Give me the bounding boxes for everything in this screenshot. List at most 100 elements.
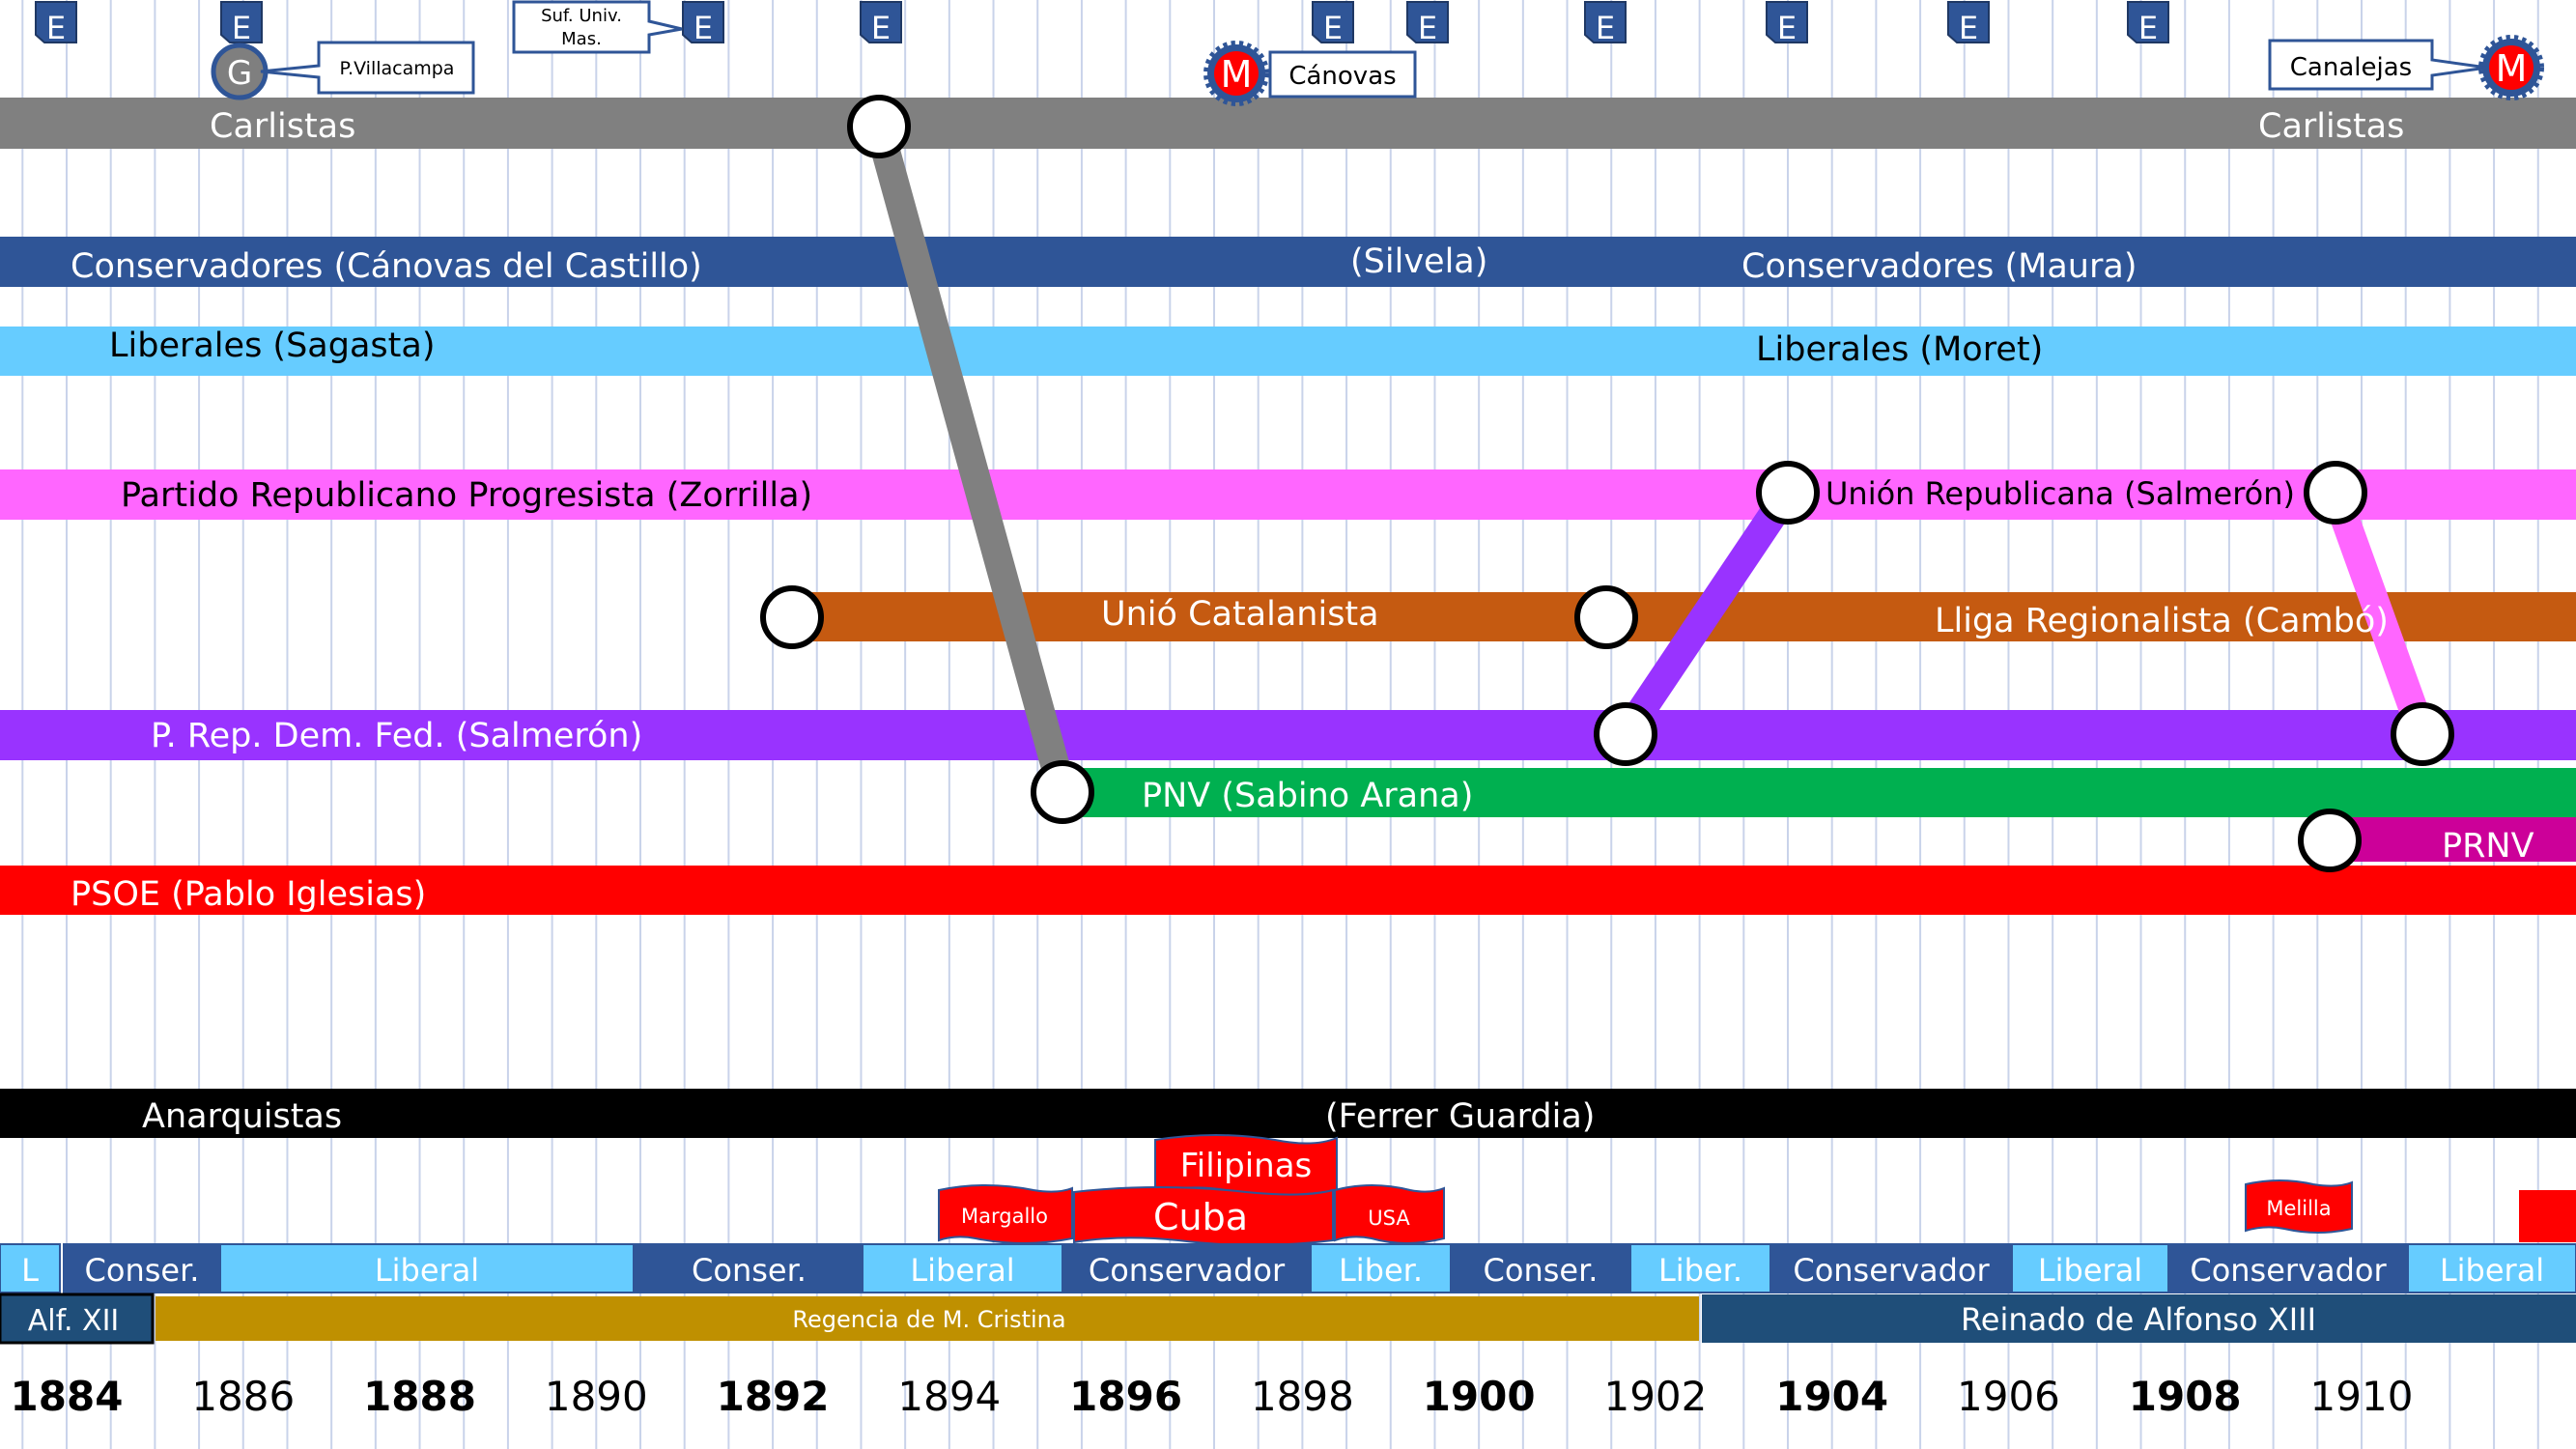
government-label: Conservador	[1089, 1252, 1286, 1289]
government-cell: Conservador	[2167, 1243, 2409, 1293]
prnv-bar	[2330, 817, 2576, 862]
election-icon: E	[35, 1, 77, 46]
villacampa-callout-box	[260, 41, 475, 95]
government-label: Liber.	[1658, 1252, 1742, 1289]
republicano-progresista-bar	[0, 469, 2576, 520]
psoe-bar	[0, 866, 2576, 915]
conflicts: Filipinas Margallo Cuba USA Melilla	[938, 1134, 2576, 1246]
government-label: Conservador	[1793, 1252, 1990, 1289]
m-marker-inner-2	[2489, 45, 2534, 90]
governments-row: L Conser. Liberal Conser. Liberal Conservador…	[0, 1243, 2576, 1293]
year-label: 1890	[545, 1373, 648, 1420]
unio-catalanista-label: Unió Catalanista	[1101, 595, 1379, 634]
carlistas-label-2: Carlistas	[2258, 107, 2404, 146]
election-icon: E	[1312, 1, 1354, 46]
government-label: Liber.	[1339, 1252, 1423, 1289]
silvela-label: (Silvela)	[1350, 242, 1487, 281]
government-label: Conservador	[2190, 1252, 2387, 1289]
margallo-flag	[938, 1184, 1073, 1244]
lliga-label: Lliga Regionalista (Cambó)	[1935, 602, 2389, 640]
usa-flag	[1334, 1184, 1445, 1244]
carlistas-bar	[0, 98, 2576, 149]
carlistas-node	[847, 95, 911, 158]
year-label: 1910	[2310, 1373, 2414, 1420]
psoe-label: PSOE (Pablo Iglesias)	[71, 875, 426, 914]
election-letter: E	[1959, 10, 1978, 46]
government-label: Conser.	[85, 1252, 200, 1289]
melilla-flag	[2245, 1179, 2353, 1234]
party-nodes	[760, 95, 2454, 872]
m-marker-letter-2: M	[2496, 47, 2528, 90]
pnv-label: PNV (Sabino Arana)	[1142, 777, 1473, 815]
election-icon: E	[2127, 1, 2169, 46]
election-letter: E	[694, 10, 713, 46]
government-label: Liberal	[2038, 1252, 2142, 1289]
year-label: 1906	[1957, 1373, 2060, 1420]
liberales-bar	[0, 327, 2576, 376]
year-label: 1900	[1423, 1373, 1536, 1420]
government-cell: Liber.	[1629, 1243, 1771, 1293]
alfonso-xiii-label: Reinado de Alfonso XIII	[1961, 1301, 2316, 1338]
election-letter: E	[46, 10, 66, 46]
union-republicana-node-2	[2304, 461, 2367, 525]
m-marker-letter: M	[1221, 53, 1253, 96]
suffrage-event: Suf. Univ. Mas.	[512, 0, 683, 54]
alfonso-xii-label: Alf. XII	[28, 1304, 120, 1338]
regencia-label: Regencia de M. Cristina	[792, 1306, 1065, 1333]
suffrage-callout-box	[512, 0, 683, 54]
rep-dem-fed-node-1	[1594, 702, 1657, 766]
government-cell: Conservador	[1062, 1243, 1312, 1293]
ferrer-guardia-label: (Ferrer Guardia)	[1325, 1097, 1595, 1136]
years-axis: 1884 1886 1888 1890 1892 1894 1896 1898 1900 1902…	[11, 1373, 2414, 1420]
election-icon: E	[860, 1, 902, 46]
year-label: 1896	[1069, 1373, 1182, 1420]
government-label: Liberal	[910, 1252, 1014, 1289]
year-label: 1884	[11, 1373, 124, 1420]
alfonso-xii-reign	[0, 1293, 155, 1345]
year-label: 1886	[191, 1373, 295, 1420]
election-icon: E	[1584, 1, 1627, 46]
government-label: Liberal	[375, 1252, 479, 1289]
government-label: Liberal	[2440, 1252, 2544, 1289]
party-connectors	[864, 123, 2437, 796]
election-letter: E	[1418, 10, 1437, 46]
alfonso-xiii-reign	[1702, 1294, 2576, 1343]
union-republicana-node-1	[1756, 461, 1820, 525]
election-letter: E	[1777, 10, 1797, 46]
regencia-reign	[156, 1296, 1699, 1341]
carlistas-to-pnv-connector	[864, 123, 1077, 796]
republicano-progresista-label: Partido Republicano Progresista (Zorrill…	[121, 476, 812, 515]
liberales-moret-label: Liberales (Moret)	[1756, 330, 2043, 369]
government-cell: Liberal	[2011, 1243, 2169, 1293]
lliga-node	[1574, 585, 1638, 649]
election-icon: E	[220, 1, 263, 46]
election-icon: E	[682, 1, 724, 46]
year-label: 1898	[1251, 1373, 1354, 1420]
election-letter: E	[1323, 10, 1343, 46]
election-icon: E	[1947, 1, 1990, 46]
party-bars	[0, 98, 2576, 1138]
anarquistas-bar	[0, 1089, 2576, 1138]
canalejas-label: Canalejas	[2290, 53, 2412, 82]
union-to-rep-dem-fed-connector	[2321, 487, 2437, 740]
government-label: Conser.	[692, 1252, 807, 1289]
pnv-node	[1031, 760, 1094, 824]
rep-dem-fed-bar	[0, 710, 2576, 760]
election-icon: E	[1766, 1, 1808, 46]
maura-label: Conservadores (Maura)	[1741, 247, 2137, 286]
election-letter: E	[871, 10, 891, 46]
government-cell: Conservador	[1769, 1243, 2013, 1293]
year-label: 1894	[897, 1373, 1001, 1420]
government-cell: Liberal	[219, 1243, 635, 1293]
election-icon: E	[1406, 1, 1449, 46]
election-letter: E	[1596, 10, 1615, 46]
unio-catalanista-node	[760, 585, 824, 649]
villacampa-label: P.Villacampa	[340, 58, 455, 79]
canalejas-event: Canalejas M	[2268, 35, 2544, 100]
union-republicana-label: Unión Republicana (Salmerón)	[1826, 475, 2295, 512]
pnv-bar	[1062, 768, 2576, 817]
year-label: 1888	[363, 1373, 476, 1420]
villacampa-event: G P.Villacampa	[211, 41, 475, 100]
